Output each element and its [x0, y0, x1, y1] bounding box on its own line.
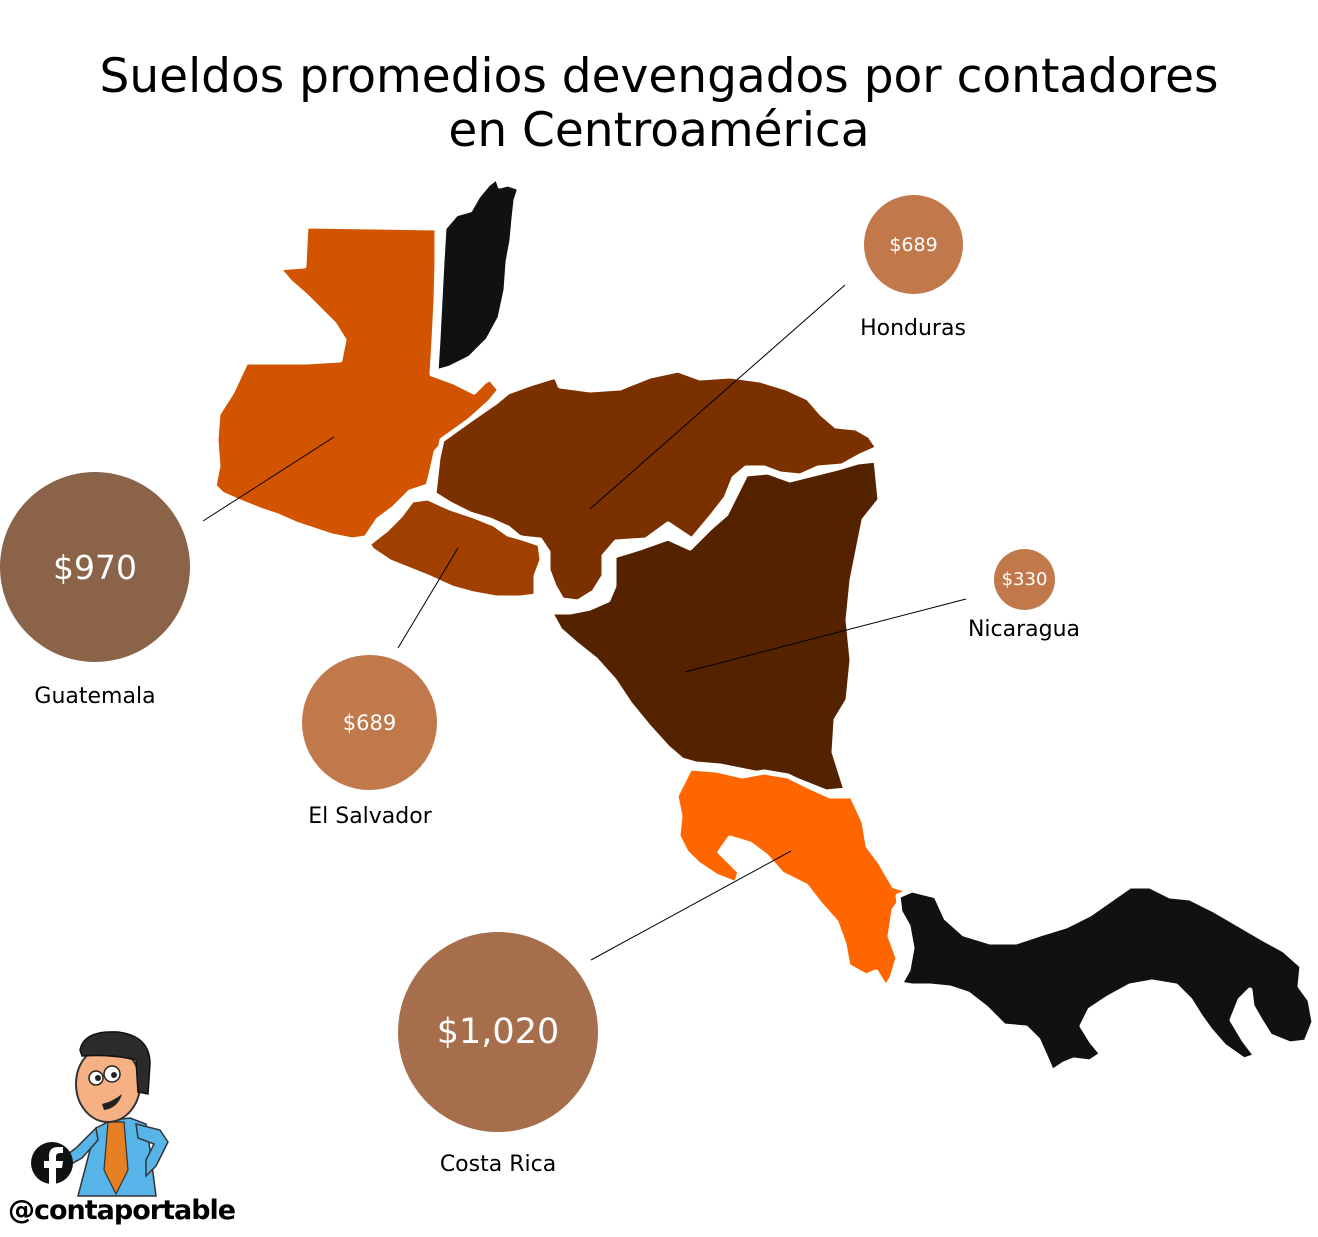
- country-label-honduras: Honduras: [860, 316, 966, 341]
- mascot-hair: [79, 1031, 151, 1095]
- mascot-mouth: [102, 1094, 122, 1110]
- salary-value-honduras: $689: [889, 233, 938, 256]
- country-label-guatemala: Guatemala: [34, 684, 156, 709]
- salary-value-nicaragua: $330: [1001, 569, 1048, 590]
- mascot-tie: [103, 1121, 129, 1196]
- salary-bubble-costa-rica: $1,020: [398, 932, 598, 1132]
- country-label-costa-rica: Costa Rica: [439, 1152, 557, 1177]
- mascot-pupil-left: [95, 1075, 101, 1081]
- country-costa-rica: [673, 765, 911, 991]
- salary-value-guatemala: $970: [53, 547, 137, 587]
- salary-bubble-nicaragua: $330: [994, 549, 1055, 610]
- accountant-mascot: [31, 1031, 169, 1197]
- country-nicaragua: [547, 457, 883, 795]
- country-label-nicaragua: Nicaragua: [967, 617, 1081, 642]
- country-belize: [433, 174, 523, 375]
- map-title: Sueldos promedios devengados por contado…: [0, 50, 1318, 158]
- mascot-arm: [135, 1123, 169, 1178]
- leader-line-costa-rica: [590, 850, 792, 961]
- facebook-icon: [31, 1142, 73, 1184]
- leader-line-honduras: [589, 284, 846, 510]
- title-line-1: Sueldos promedios devengados por contado…: [99, 49, 1219, 104]
- leader-line-guatemala: [202, 436, 335, 522]
- mascot-pupil-right: [111, 1072, 117, 1078]
- social-handle: @contaportable: [8, 1195, 236, 1226]
- leader-line-el-salvador: [397, 547, 459, 649]
- salary-bubble-guatemala: $970: [0, 472, 190, 662]
- country-panama: [895, 883, 1317, 1075]
- salary-value-el-salvador: $689: [342, 710, 397, 735]
- country-label-el-salvador: El Salvador: [308, 804, 432, 829]
- title-line-2: en Centroamérica: [448, 103, 870, 158]
- country-el-salvador: [365, 495, 545, 601]
- leader-line-nicaragua: [684, 598, 967, 673]
- salary-value-costa-rica: $1,020: [436, 1012, 560, 1052]
- country-guatemala: [211, 223, 503, 543]
- salary-bubble-honduras: $689: [864, 195, 963, 294]
- salary-bubble-el-salvador: $689: [302, 655, 437, 790]
- leader-lines: [202, 284, 967, 961]
